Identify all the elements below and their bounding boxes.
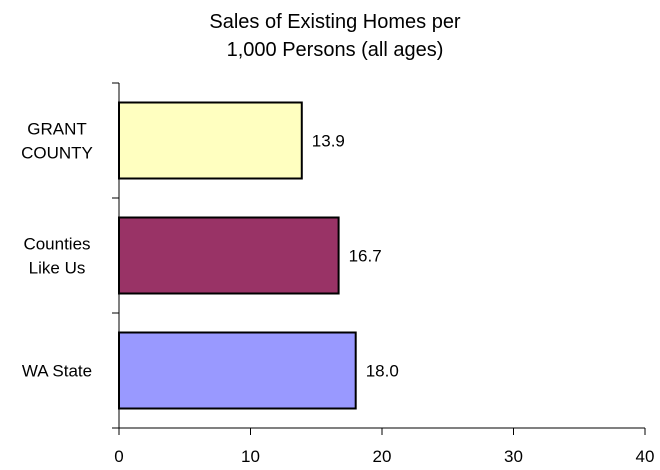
bar [118,331,357,410]
x-tick-label: 20 [373,447,392,466]
chart-title-line-1: Sales of Existing Homes per [209,11,461,33]
category-label: GRANT [27,120,87,139]
category-label: Counties [23,235,90,254]
chart-title-line-2: 1,000 Persons (all ages) [227,39,444,61]
category-label: WA State [22,362,92,381]
x-tick-label: 40 [636,447,655,466]
x-tick-label: 10 [241,447,260,466]
category-label: COUNTY [21,144,93,163]
x-tick-label: 30 [504,447,523,466]
data-label: 13.9 [312,132,345,151]
bar [118,216,340,295]
x-tick-label: 0 [114,447,123,466]
data-label: 16.7 [349,247,382,266]
category-label: Like Us [29,259,86,278]
plot-area: 0 10 20 30 40 13.9 GRANT COUNTY 16.7 Counties Like… [21,82,655,466]
bar [118,101,303,180]
data-label: 18.0 [366,362,399,381]
